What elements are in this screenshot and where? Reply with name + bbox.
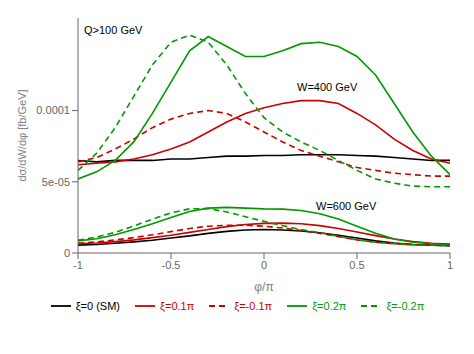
html-text:ξ=0 (SM): ξ=0 (SM) — [75, 300, 120, 312]
html-text:W=400 GeV: W=400 GeV — [297, 81, 358, 93]
html-text:Q>100 GeV: Q>100 GeV — [84, 24, 143, 36]
svg-text:0: 0 — [64, 247, 70, 259]
svg-text:φ/π: φ/π — [254, 280, 273, 294]
svg-text:-0.5: -0.5 — [162, 259, 181, 271]
svg-text:-1: -1 — [73, 259, 83, 271]
svg-text:1: 1 — [447, 259, 453, 271]
svg-text:0.5: 0.5 — [349, 259, 364, 271]
svg-text:0.0001: 0.0001 — [36, 104, 70, 116]
html-text:W=600 GeV: W=600 GeV — [316, 200, 377, 212]
html-text:ξ=0.2π: ξ=0.2π — [312, 300, 347, 312]
svg-text:0: 0 — [261, 259, 267, 271]
svg-text:dσ/dW/dφ [fb/GeV]: dσ/dW/dφ [fb/GeV] — [16, 89, 28, 181]
svg-text:5e-05: 5e-05 — [42, 176, 70, 188]
html-text:ξ=0.1π: ξ=0.1π — [160, 300, 195, 312]
html-text:ξ=-0.1π: ξ=-0.1π — [234, 300, 273, 312]
html-text:ξ=-0.2π: ξ=-0.2π — [386, 300, 425, 312]
